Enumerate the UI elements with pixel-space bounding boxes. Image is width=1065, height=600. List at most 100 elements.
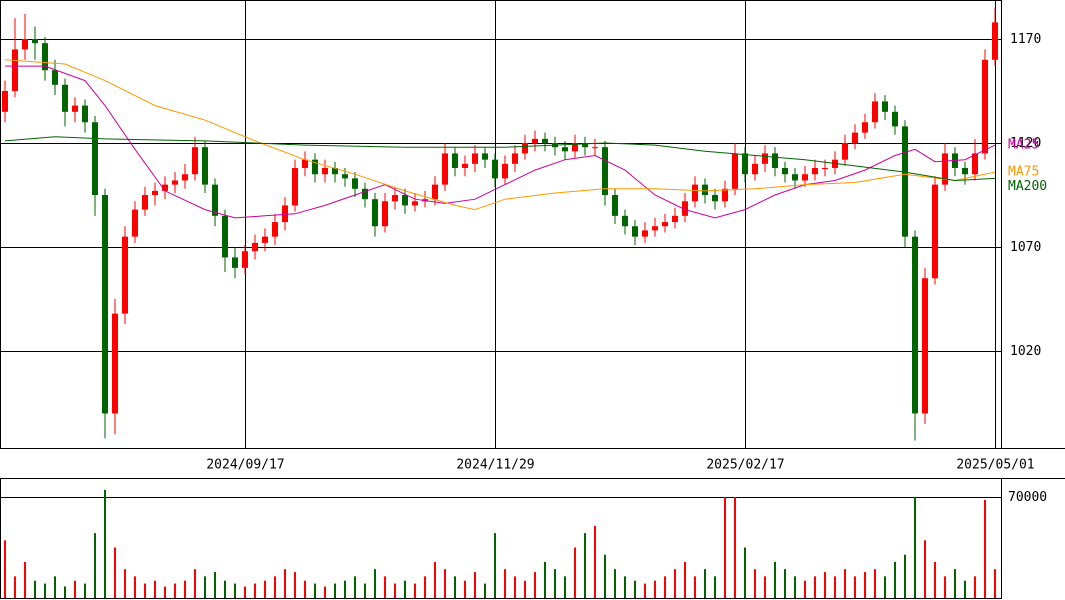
volume-bar xyxy=(584,533,586,598)
candle-body xyxy=(362,188,368,200)
candle-body xyxy=(12,49,18,92)
candle-body xyxy=(282,205,288,223)
candle-body xyxy=(902,126,908,237)
volume-bar xyxy=(644,583,646,598)
candle-body xyxy=(452,153,458,168)
volume-bar xyxy=(164,586,166,598)
volume-bar xyxy=(184,580,186,598)
volume-bar xyxy=(874,569,876,598)
x-tick-label: 2025/05/01 xyxy=(956,458,1034,473)
candle-body xyxy=(342,174,348,179)
candle-body xyxy=(712,195,718,202)
volume-bar xyxy=(804,580,806,598)
volume-bar xyxy=(424,576,426,598)
volume-bar xyxy=(234,583,236,598)
volume-bar xyxy=(614,569,616,598)
candle-body xyxy=(412,201,418,206)
moving-average-line xyxy=(4,136,996,182)
candle-body xyxy=(502,163,508,179)
moving-average-line xyxy=(4,59,996,211)
volume-bar xyxy=(144,583,146,598)
volume-bar xyxy=(594,525,596,598)
candle-body xyxy=(172,180,178,185)
candle-body xyxy=(42,43,48,71)
candle-body xyxy=(852,132,858,144)
x-tick-label: 2024/09/17 xyxy=(206,458,284,473)
candle-body xyxy=(842,143,848,160)
volume-bar xyxy=(364,583,366,598)
candle-body xyxy=(112,313,118,414)
volume-bar xyxy=(454,576,456,598)
candle-body xyxy=(872,101,878,123)
volume-bar xyxy=(244,586,246,598)
volume-bar xyxy=(774,561,776,598)
volume-bar xyxy=(864,572,866,598)
volume-bar xyxy=(664,576,666,598)
volume-bar xyxy=(84,583,86,598)
candle-body xyxy=(672,215,678,223)
candle-body xyxy=(482,153,488,160)
x-tick-label: 2025/02/17 xyxy=(706,458,784,473)
candle-body xyxy=(512,153,518,164)
candle-body xyxy=(142,195,148,210)
candle-body xyxy=(262,236,268,243)
volume-bar xyxy=(624,576,626,598)
volume-bar xyxy=(884,576,886,598)
volume-bar xyxy=(324,586,326,598)
volume-bar xyxy=(944,576,946,598)
candle-body xyxy=(912,236,918,414)
volume-bar xyxy=(334,583,336,598)
volume-bar xyxy=(24,561,26,598)
volume-bar xyxy=(954,569,956,598)
volume-bar xyxy=(214,572,216,598)
candle-body xyxy=(52,70,58,85)
y-tick-label: 1070 xyxy=(1010,240,1041,255)
candle-body xyxy=(92,122,98,196)
price-panel-frame xyxy=(0,0,1002,449)
volume-bar xyxy=(124,569,126,598)
candle-body xyxy=(232,257,238,268)
y-tick-label: 1020 xyxy=(1010,344,1041,359)
volume-bar xyxy=(914,497,916,598)
candle-body xyxy=(992,22,998,60)
candle-body xyxy=(152,190,158,196)
candle-body xyxy=(532,138,538,144)
candle-body xyxy=(392,195,398,202)
candle-body xyxy=(372,199,378,227)
candle-body xyxy=(982,59,988,154)
candle-body xyxy=(302,159,308,168)
candle-body xyxy=(602,147,608,196)
volume-bar xyxy=(394,583,396,598)
legend-label: MA75 xyxy=(1008,165,1039,180)
candle-body xyxy=(972,153,978,175)
candle-body xyxy=(932,184,938,279)
volume-bar xyxy=(254,583,256,598)
volume-bar xyxy=(304,580,306,598)
candle-body xyxy=(332,167,338,175)
candle-body xyxy=(442,153,448,185)
y-tick-label: 1120 xyxy=(1010,136,1041,151)
candle-body xyxy=(622,215,628,227)
volume-bar xyxy=(794,576,796,598)
volume-bar xyxy=(754,569,756,598)
volume-bar xyxy=(534,572,536,598)
volume-bar xyxy=(134,576,136,598)
volume-bar xyxy=(734,497,736,598)
legend-label: MA200 xyxy=(1008,179,1047,194)
candle-body xyxy=(2,91,8,112)
volume-bar xyxy=(274,576,276,598)
candle-body xyxy=(222,215,228,258)
candle-body xyxy=(732,153,738,189)
volume-bar xyxy=(204,576,206,598)
volume-bar xyxy=(544,561,546,598)
volume-bar xyxy=(854,576,856,598)
candle-body xyxy=(352,178,358,189)
candle-body xyxy=(522,143,528,154)
volume-tick-label: 70000 xyxy=(1008,490,1047,505)
volume-bar xyxy=(374,569,376,598)
volume-bar xyxy=(474,572,476,598)
volume-bar xyxy=(404,580,406,598)
volume-bar xyxy=(704,569,706,598)
volume-bar xyxy=(414,583,416,598)
